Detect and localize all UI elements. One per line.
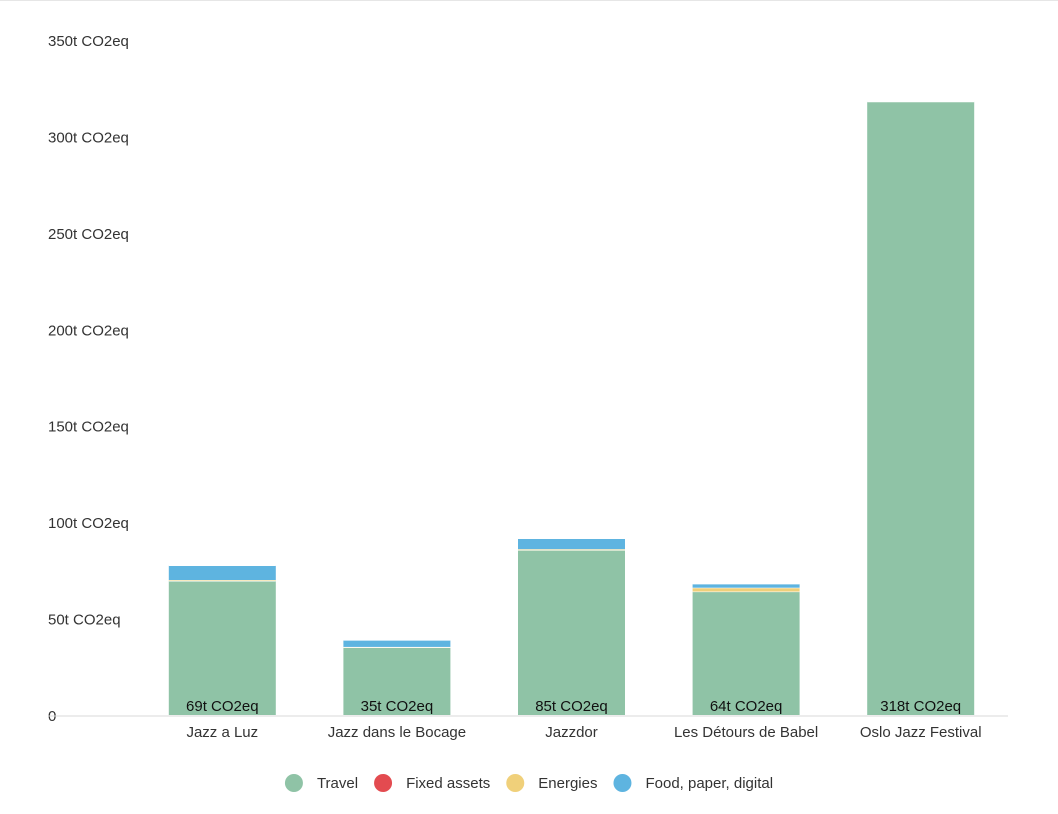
y-tick-label: 150t CO2eq <box>48 419 129 436</box>
y-tick-label: 200t CO2eq <box>48 322 129 339</box>
top-border <box>0 0 1058 1</box>
bar-segment-food-paper-digital[interactable] <box>168 565 276 580</box>
x-category-label: Les Détours de Babel <box>674 724 818 741</box>
bar-segment-food-paper-digital[interactable] <box>518 538 625 550</box>
bar-segment-travel[interactable] <box>518 550 625 715</box>
y-tick-label: 300t CO2eq <box>48 129 129 146</box>
y-tick-label: 250t CO2eq <box>48 226 129 243</box>
x-category-label: Jazzdor <box>545 724 598 741</box>
legend-swatch-fixed-assets[interactable] <box>374 774 393 792</box>
bar-segment-travel[interactable] <box>168 580 276 715</box>
legend-label[interactable]: Fixed assets <box>406 775 490 792</box>
bar-segment-food-paper-digital[interactable] <box>343 640 451 647</box>
bar-total-label: 85t CO2eq <box>535 698 608 715</box>
legend-swatch-energies[interactable] <box>506 774 525 792</box>
bar-total-label: 69t CO2eq <box>186 698 259 715</box>
x-category-label: Oslo Jazz Festival <box>860 724 982 741</box>
legend-label[interactable]: Food, paper, digital <box>645 775 773 792</box>
x-category-label: Jazz dans le Bocage <box>328 724 466 741</box>
bar-total-label: 318t CO2eq <box>880 698 961 715</box>
bar-segment-travel[interactable] <box>867 101 975 715</box>
legend-label[interactable]: Energies <box>538 775 597 792</box>
bar-total-label: 35t CO2eq <box>361 698 434 715</box>
bar-segment-energies[interactable] <box>692 587 800 592</box>
y-tick-label: 350t CO2eq <box>48 33 129 50</box>
legend-swatch-food-paper-digital[interactable] <box>613 774 632 792</box>
legend-swatch-travel[interactable] <box>284 774 303 792</box>
y-tick-label: 50t CO2eq <box>48 612 121 629</box>
legend-label[interactable]: Travel <box>317 775 358 792</box>
bar-segment-travel[interactable] <box>692 591 800 715</box>
bar-segment-food-paper-digital[interactable] <box>692 583 800 588</box>
x-category-label: Jazz a Luz <box>186 724 258 741</box>
y-tick-label: 100t CO2eq <box>48 515 129 532</box>
bar-segment-travel[interactable] <box>343 647 451 716</box>
bar-total-label: 64t CO2eq <box>710 698 783 715</box>
